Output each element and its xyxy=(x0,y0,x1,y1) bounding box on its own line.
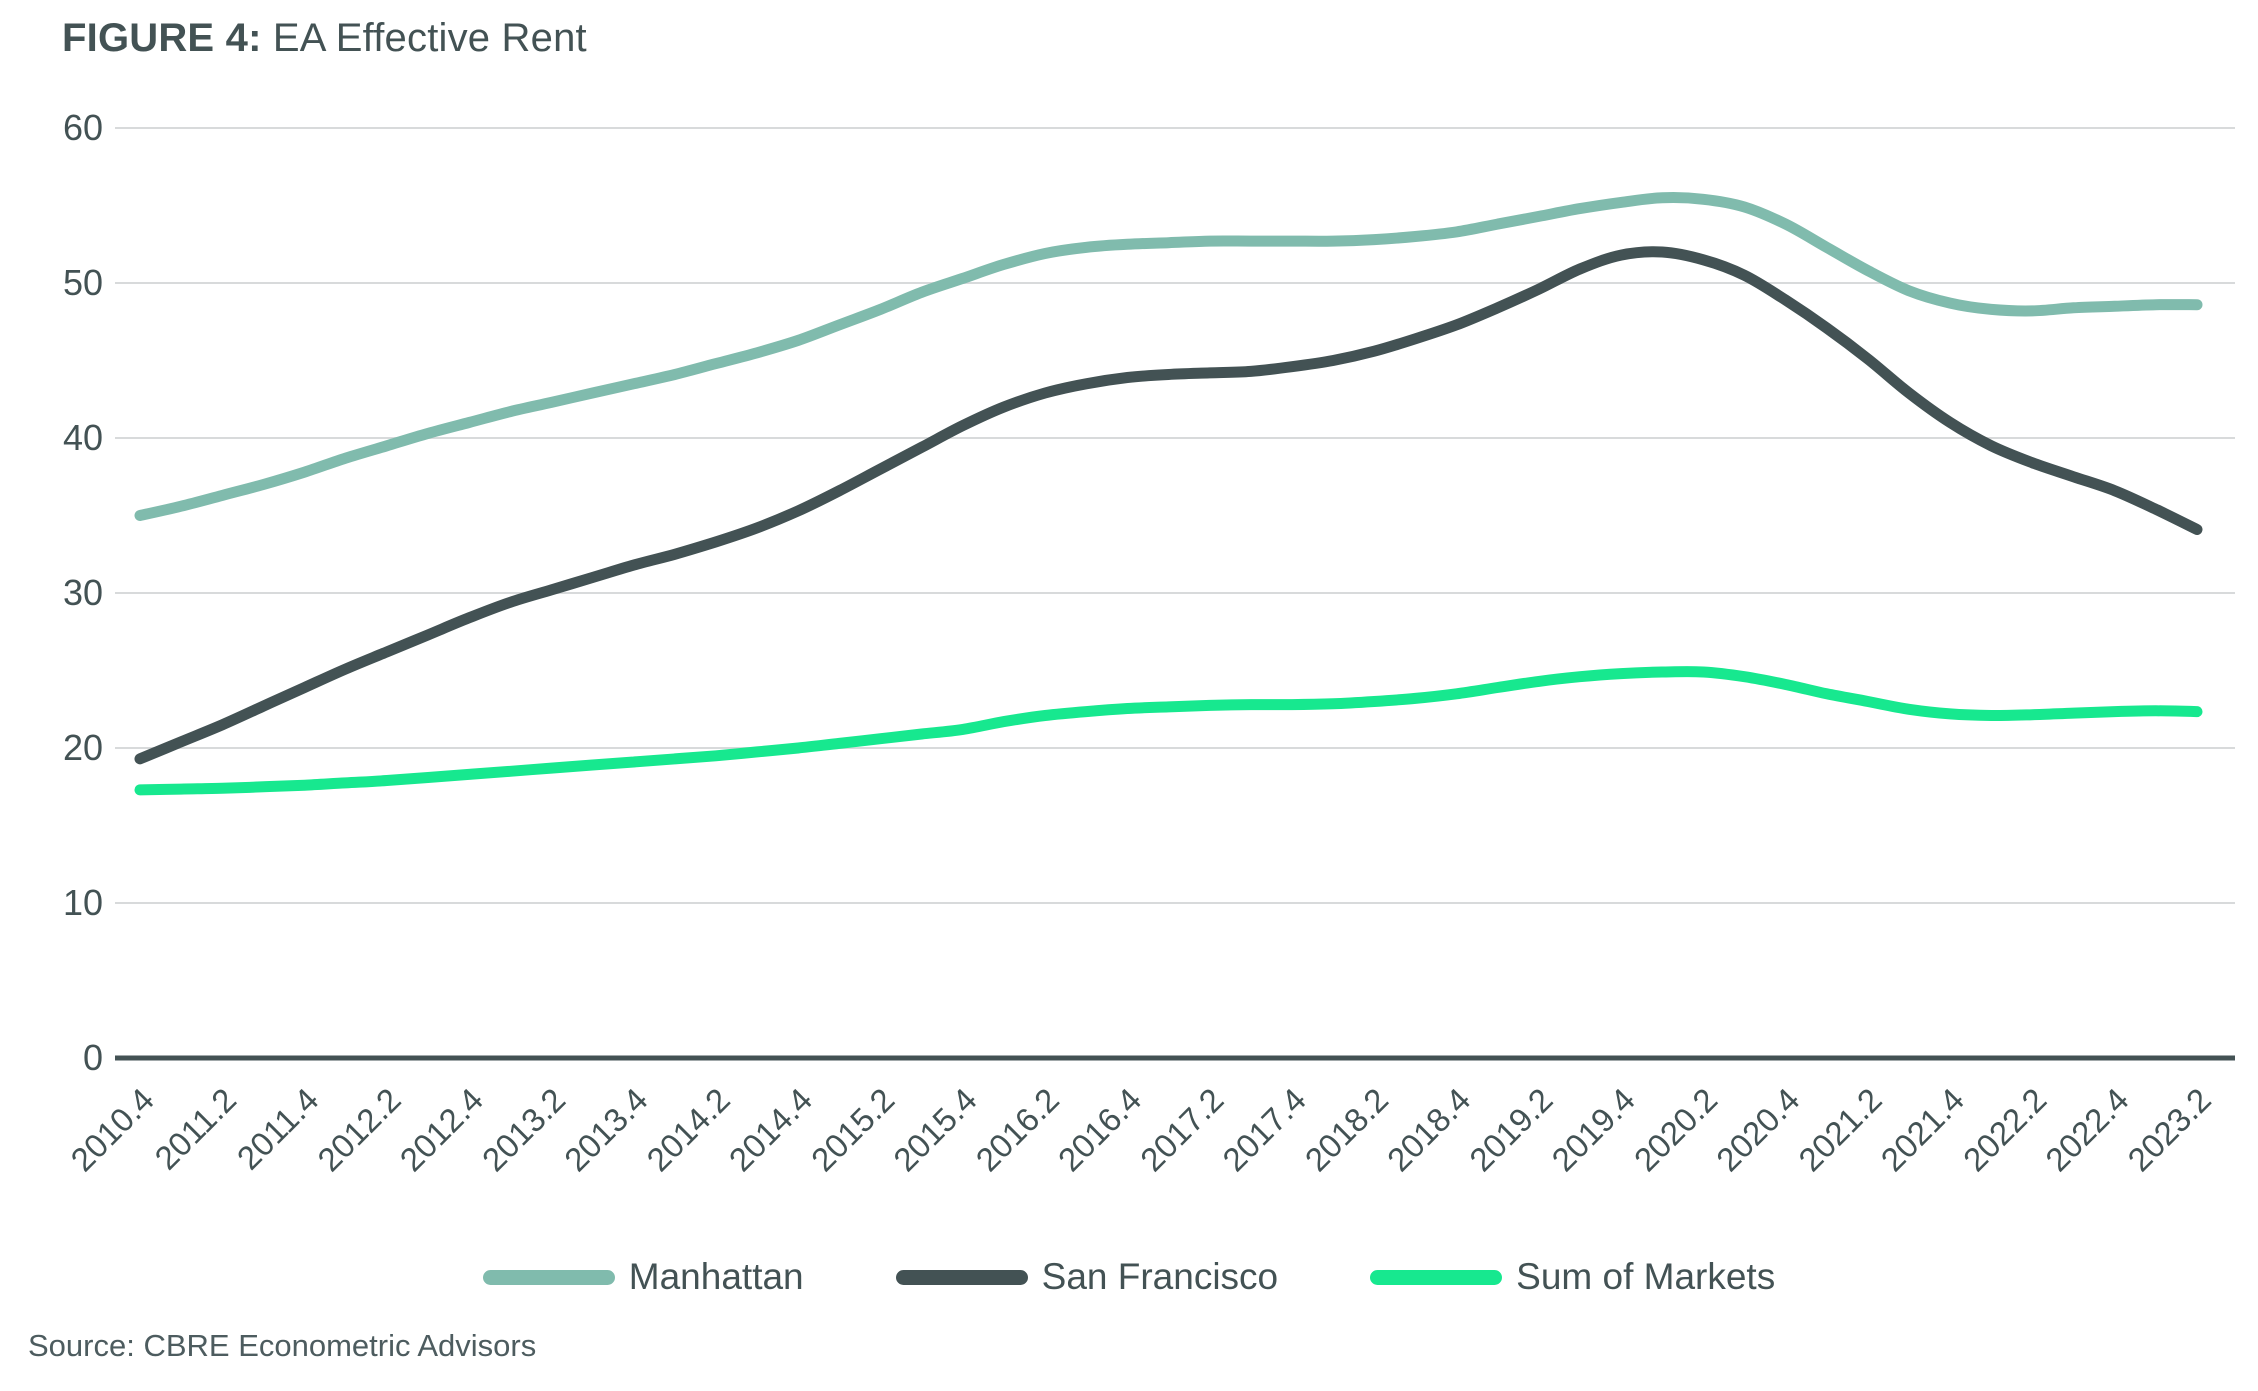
x-tick-label-2016.2: 2016.2 xyxy=(968,1081,1066,1179)
series-line-sum-of-markets xyxy=(134,666,2203,796)
legend-item-manhattan: Manhattan xyxy=(482,1256,804,1298)
x-tick-label-2022.4: 2022.4 xyxy=(2038,1081,2136,1179)
x-tick-label-2014.4: 2014.4 xyxy=(722,1081,820,1179)
x-tick-label-2011.2: 2011.2 xyxy=(147,1081,243,1177)
figure-title-number: FIGURE 4: xyxy=(62,16,262,60)
x-tick-label-2014.2: 2014.2 xyxy=(639,1081,737,1179)
x-tick-label-2011.4: 2011.4 xyxy=(230,1081,326,1177)
san-francisco-line-swatch xyxy=(895,1269,1028,1285)
legend-label-sum-of-markets: Sum of Markets xyxy=(1516,1256,1776,1297)
sum-of-markets-line-swatch xyxy=(1370,1269,1503,1285)
x-tick-label-2018.4: 2018.4 xyxy=(1380,1081,1478,1179)
x-tick-label-2018.2: 2018.2 xyxy=(1298,1081,1396,1179)
chart-legend: Manhattan San Francisco Sum of Markets xyxy=(0,1256,2258,1298)
legend-label-manhattan: Manhattan xyxy=(628,1256,804,1297)
x-tick-label-2020.4: 2020.4 xyxy=(1709,1081,1807,1179)
legend-label-san-francisco: San Francisco xyxy=(1041,1256,1279,1297)
x-tick-label-2022.2: 2022.2 xyxy=(1956,1081,2054,1179)
x-tick-label-2012.4: 2012.4 xyxy=(393,1081,491,1179)
legend-item-sum-of-markets: Sum of Markets xyxy=(1370,1256,1775,1298)
figure-title-text: EA Effective Rent xyxy=(261,16,587,60)
y-tick-label-10: 10 xyxy=(63,882,103,923)
x-tick-label-2021.2: 2021.2 xyxy=(1791,1081,1889,1179)
series-line-manhattan xyxy=(134,192,2203,521)
x-tick-label-2012.2: 2012.2 xyxy=(310,1081,408,1179)
y-tick-label-0: 0 xyxy=(83,1037,103,1078)
x-tick-label-2017.4: 2017.4 xyxy=(1215,1081,1313,1179)
x-tick-label-2017.2: 2017.2 xyxy=(1133,1081,1231,1179)
x-tick-label-2016.4: 2016.4 xyxy=(1051,1081,1149,1179)
x-tick-label-2010.4: 2010.4 xyxy=(63,1081,161,1179)
y-tick-label-30: 30 xyxy=(63,572,103,613)
x-tick-label-2019.2: 2019.2 xyxy=(1462,1081,1560,1179)
series-line-san-francisco xyxy=(134,246,2203,765)
legend-item-san-francisco: San Francisco xyxy=(895,1256,1279,1298)
y-tick-label-40: 40 xyxy=(63,417,103,458)
x-tick-label-2021.4: 2021.4 xyxy=(1874,1081,1972,1179)
y-tick-label-50: 50 xyxy=(63,262,103,303)
x-tick-label-2015.4: 2015.4 xyxy=(886,1081,984,1179)
x-tick-label-2023.2: 2023.2 xyxy=(2120,1081,2218,1179)
x-tick-label-2019.4: 2019.4 xyxy=(1544,1081,1642,1179)
manhattan-line-swatch xyxy=(482,1269,615,1285)
source-note: Source: CBRE Econometric Advisors xyxy=(28,1328,537,1363)
y-tick-label-20: 20 xyxy=(63,727,103,768)
x-tick-label-2013.2: 2013.2 xyxy=(475,1081,573,1179)
x-tick-label-2015.2: 2015.2 xyxy=(804,1081,902,1179)
x-tick-label-2020.2: 2020.2 xyxy=(1627,1081,1725,1179)
y-tick-label-60: 60 xyxy=(63,107,103,148)
x-tick-label-2013.4: 2013.4 xyxy=(557,1081,655,1179)
figure-title: FIGURE 4: EA Effective Rent xyxy=(62,16,587,61)
